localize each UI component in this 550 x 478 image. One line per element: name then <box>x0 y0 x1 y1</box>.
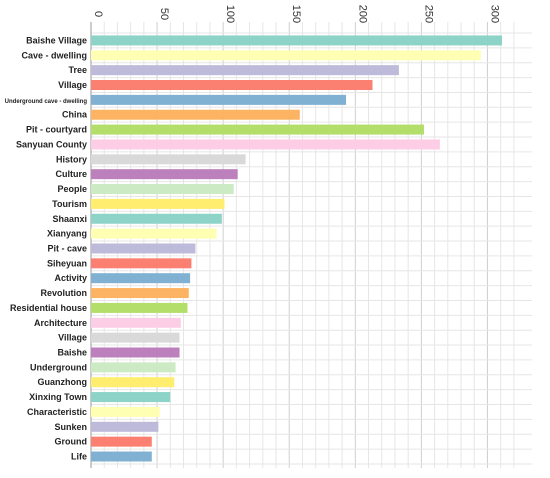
category-label: Xinxing Town <box>29 392 87 402</box>
bar <box>91 228 217 239</box>
bar <box>91 109 300 120</box>
category-label: Pit - cave <box>47 243 87 253</box>
category-labels: Baishe Village Cave - dwelling Tree Village… <box>5 35 88 461</box>
x-tick-label: 0 <box>92 11 104 17</box>
bar <box>91 198 225 209</box>
category-label: Life <box>71 452 87 462</box>
category-label: Tourism <box>52 199 87 209</box>
bar <box>91 243 196 254</box>
category-label: Ground <box>55 437 88 447</box>
bar <box>91 451 152 462</box>
category-label: China <box>62 110 88 120</box>
category-label: Village <box>58 80 87 90</box>
bar <box>91 94 347 105</box>
category-label: Architecture <box>34 318 87 328</box>
bar <box>91 154 246 165</box>
x-axis-ticks: 0 50 100 150 200 250 300 <box>92 5 500 23</box>
bar <box>91 80 373 91</box>
bar <box>91 377 175 388</box>
bar <box>91 332 180 343</box>
category-label: Culture <box>56 169 88 179</box>
bar <box>91 288 189 299</box>
bar <box>91 347 180 358</box>
category-label: Sunken <box>54 422 87 432</box>
category-label: Cave - dwelling <box>21 50 87 60</box>
bar <box>91 169 238 180</box>
bar <box>91 362 176 373</box>
x-tick-label: 300 <box>488 5 500 23</box>
bar <box>91 258 192 269</box>
bar <box>91 302 188 313</box>
category-label: Sanyuan County <box>16 139 87 149</box>
bar <box>91 184 234 195</box>
category-label: Underground cave - dwelling <box>5 99 88 105</box>
category-label: Shaanxi <box>52 214 87 224</box>
bar-layer <box>91 35 502 462</box>
x-tick-label: 100 <box>224 5 236 23</box>
category-label: Baishe <box>57 347 87 357</box>
category-label: Baishe Village <box>26 35 87 45</box>
bar <box>91 392 171 403</box>
x-tick-label: 200 <box>356 5 368 23</box>
bar <box>91 139 440 150</box>
bar <box>91 436 152 447</box>
category-label: Siheyuan <box>47 258 87 268</box>
category-label: Underground <box>30 362 87 372</box>
category-label: History <box>56 154 87 164</box>
category-label: Activity <box>54 273 87 283</box>
category-label: Guanzhong <box>38 377 88 387</box>
bar <box>91 213 222 224</box>
bar <box>91 35 502 46</box>
x-tick-label: 50 <box>158 8 170 20</box>
bar <box>91 406 160 417</box>
bar <box>91 421 159 432</box>
category-label: Characteristic <box>27 407 87 417</box>
bar <box>91 273 191 284</box>
category-label: Xianyang <box>47 229 87 239</box>
bar <box>91 65 399 76</box>
bar <box>91 124 425 135</box>
bar <box>91 317 181 328</box>
category-label: Revolution <box>41 288 88 298</box>
category-label: Pit - courtyard <box>26 125 87 135</box>
category-label: People <box>57 184 87 194</box>
bar <box>91 50 481 61</box>
category-label: Village <box>58 333 87 343</box>
category-label: Residential house <box>10 303 87 313</box>
category-label: Tree <box>68 65 87 75</box>
x-tick-label: 250 <box>422 5 434 23</box>
x-tick-label: 150 <box>290 5 302 23</box>
